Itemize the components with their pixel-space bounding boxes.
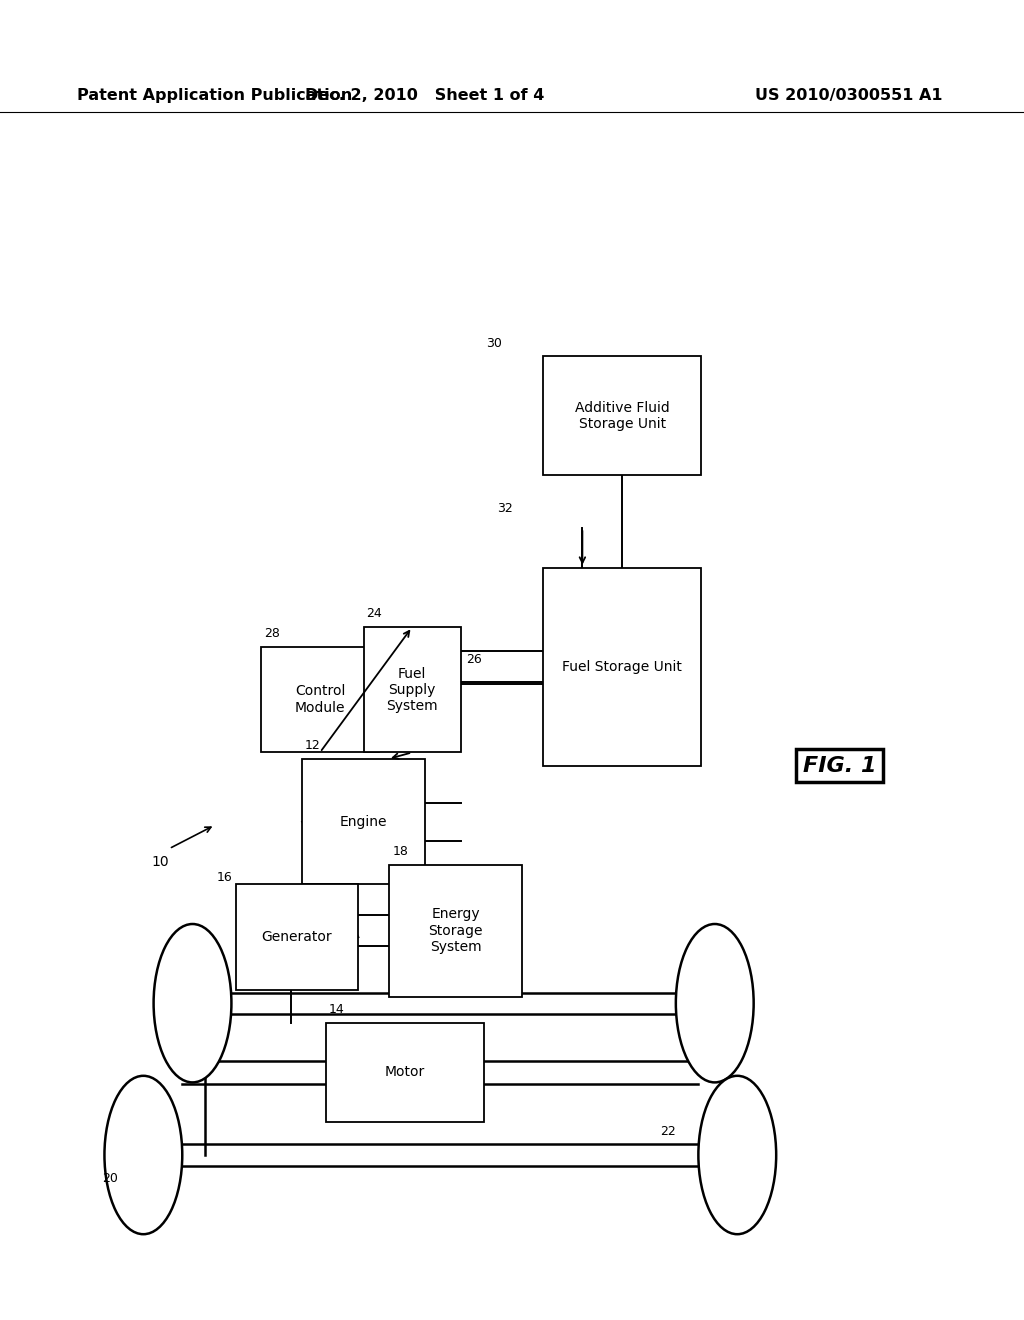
Text: Patent Application Publication: Patent Application Publication xyxy=(77,87,352,103)
Bar xyxy=(236,884,358,990)
Text: Energy
Storage
System: Energy Storage System xyxy=(428,907,483,954)
Bar xyxy=(543,356,701,475)
Text: 12: 12 xyxy=(305,739,321,752)
Text: Motor: Motor xyxy=(385,1065,425,1080)
Bar xyxy=(326,1023,484,1122)
Bar xyxy=(261,647,379,752)
Text: 18: 18 xyxy=(392,845,409,858)
Text: 28: 28 xyxy=(264,627,281,640)
Text: 24: 24 xyxy=(367,607,382,620)
Ellipse shape xyxy=(154,924,231,1082)
Text: Control
Module: Control Module xyxy=(295,685,345,714)
Text: Generator: Generator xyxy=(262,931,332,944)
Bar xyxy=(389,865,522,997)
Text: 30: 30 xyxy=(486,337,503,350)
Text: 10: 10 xyxy=(152,855,169,870)
Text: 26: 26 xyxy=(466,653,481,667)
Text: 22: 22 xyxy=(660,1125,676,1138)
Text: Dec. 2, 2010   Sheet 1 of 4: Dec. 2, 2010 Sheet 1 of 4 xyxy=(305,87,545,103)
Bar xyxy=(302,759,425,884)
Text: 14: 14 xyxy=(329,1003,344,1016)
Text: Engine: Engine xyxy=(340,814,387,829)
Ellipse shape xyxy=(698,1076,776,1234)
Text: FIG. 1: FIG. 1 xyxy=(803,755,877,776)
Text: Additive Fluid
Storage Unit: Additive Fluid Storage Unit xyxy=(574,401,670,430)
Bar xyxy=(364,627,461,752)
Text: 32: 32 xyxy=(497,502,512,515)
Ellipse shape xyxy=(104,1076,182,1234)
Text: 20: 20 xyxy=(102,1172,119,1185)
Text: Fuel Storage Unit: Fuel Storage Unit xyxy=(562,660,682,673)
Ellipse shape xyxy=(676,924,754,1082)
Text: US 2010/0300551 A1: US 2010/0300551 A1 xyxy=(755,87,942,103)
Text: Fuel
Supply
System: Fuel Supply System xyxy=(386,667,438,713)
Text: 16: 16 xyxy=(217,871,232,884)
Bar xyxy=(543,568,701,766)
